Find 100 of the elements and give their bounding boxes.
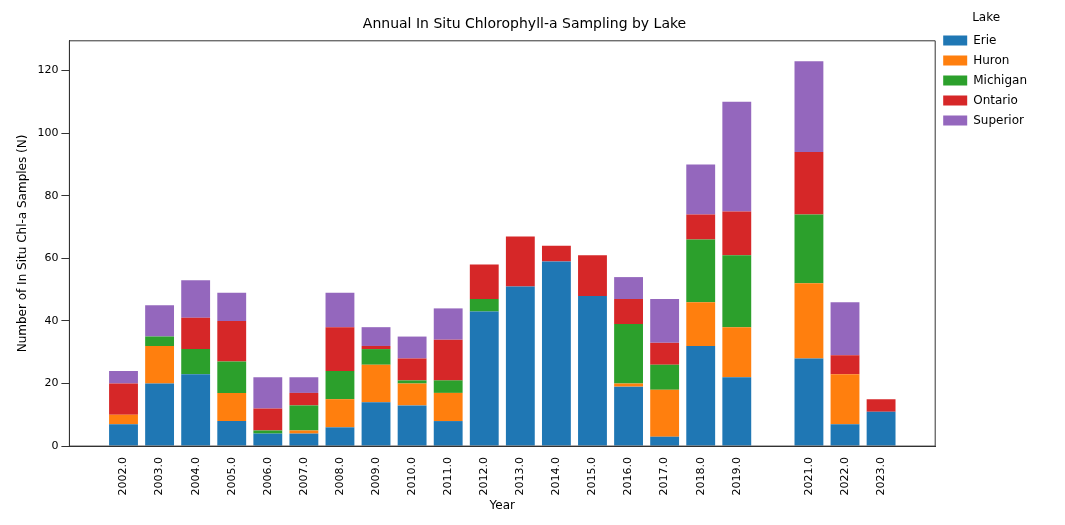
bar (361, 327, 391, 346)
bar (541, 245, 571, 262)
x-tick-label: 2023.0 (873, 457, 887, 496)
bar (650, 389, 680, 437)
y-tick-label: 120 (37, 63, 59, 77)
bar (361, 402, 391, 446)
bar (397, 405, 427, 446)
bar (145, 305, 175, 337)
bar (217, 320, 247, 362)
bar (650, 342, 680, 365)
x-tick-label: 2009.0 (368, 457, 382, 496)
x-tick-label: 2002.0 (116, 457, 130, 496)
bar (433, 339, 463, 381)
bar (614, 299, 643, 325)
bar (578, 295, 607, 446)
bar (614, 386, 643, 446)
bar (325, 399, 355, 428)
bar (397, 336, 427, 359)
chart-title: Annual In Situ Chlorophyll-a Sampling by Lake (362, 15, 687, 32)
x-tick-label: 2015.0 (585, 457, 599, 496)
bar (145, 336, 175, 346)
bar (866, 399, 896, 412)
bar (794, 214, 824, 284)
x-tick-label: 2022.0 (837, 457, 851, 496)
bar (541, 261, 571, 446)
bar (217, 292, 247, 321)
x-tick-label: 2013.0 (513, 457, 527, 496)
bar (578, 255, 607, 296)
bar (109, 371, 138, 384)
bar (397, 380, 427, 384)
x-tick-label: 2021.0 (801, 457, 815, 496)
x-tick-label: 2012.0 (477, 457, 491, 496)
bar (722, 255, 752, 328)
bar (109, 414, 138, 425)
y-tick-label: 0 (51, 438, 59, 452)
legend-label: Ontario (973, 92, 1018, 107)
x-tick-label: 2011.0 (441, 457, 455, 496)
y-tick-label: 40 (44, 313, 59, 327)
bar (614, 324, 643, 384)
bar (361, 345, 391, 350)
bar (397, 358, 427, 381)
bar (145, 345, 175, 384)
bar (325, 371, 355, 400)
bar (289, 433, 319, 446)
bar (433, 380, 463, 393)
x-tick-label: 2008.0 (332, 457, 346, 496)
x-axis-title: Year (488, 497, 516, 512)
x-tick-label: 2006.0 (260, 457, 274, 496)
bar (325, 327, 355, 371)
bar (361, 364, 391, 403)
bar (794, 151, 824, 215)
bar (181, 374, 211, 446)
bar (325, 427, 355, 446)
bar (469, 299, 499, 312)
bar (686, 214, 716, 240)
bar (505, 236, 535, 287)
bar (289, 377, 319, 393)
y-tick-label: 100 (37, 125, 59, 139)
bar (433, 308, 463, 340)
bar (722, 101, 752, 212)
bar (650, 299, 680, 343)
x-tick-label: 2018.0 (693, 457, 707, 496)
bar (181, 349, 211, 375)
bar (722, 211, 752, 256)
bar (686, 345, 716, 446)
bar (253, 408, 283, 431)
bar (650, 364, 680, 390)
bar (433, 392, 463, 422)
bar (145, 383, 175, 446)
bar (361, 349, 391, 365)
legend-title: Lake (972, 10, 1001, 25)
bar (289, 392, 319, 406)
bar (217, 361, 247, 393)
bar (686, 239, 716, 303)
bar (505, 286, 535, 446)
bar (289, 405, 319, 431)
x-tick-label: 2003.0 (152, 457, 166, 496)
legend-label: Huron (973, 52, 1010, 67)
bar (794, 61, 824, 152)
bar (253, 433, 283, 446)
bar (109, 424, 138, 446)
x-tick-label: 2007.0 (296, 457, 310, 496)
bar (289, 430, 319, 434)
bar (181, 280, 211, 318)
bar (433, 421, 463, 446)
legend-label: Superior (973, 112, 1025, 127)
bar (830, 374, 860, 425)
x-tick-label: 2014.0 (549, 457, 563, 496)
x-tick-label: 2004.0 (188, 457, 202, 496)
legend-label: Michigan (973, 72, 1028, 87)
bar (253, 377, 283, 409)
bar (614, 277, 643, 300)
bar (794, 283, 824, 359)
bar (325, 292, 355, 328)
bar (722, 327, 752, 378)
x-tick-label: 2016.0 (621, 457, 635, 496)
bar (397, 383, 427, 406)
x-tick-label: 2005.0 (224, 457, 238, 496)
bar (686, 302, 716, 346)
bar (830, 424, 860, 446)
